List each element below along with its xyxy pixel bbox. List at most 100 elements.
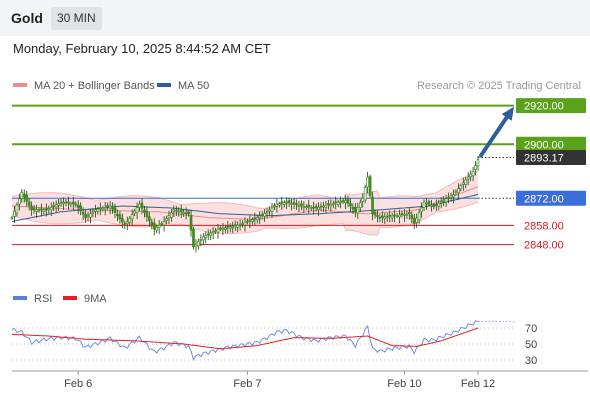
candle-body bbox=[422, 201, 426, 208]
candle-body bbox=[172, 209, 176, 212]
candle-body bbox=[282, 202, 286, 205]
level-badge-text: 2900.00 bbox=[524, 139, 564, 151]
forecast-arrow bbox=[479, 115, 509, 158]
candle-body bbox=[138, 203, 141, 208]
forecast-arrow-head bbox=[501, 106, 514, 121]
candle bbox=[383, 212, 387, 224]
candle bbox=[273, 203, 276, 211]
candle-body bbox=[371, 196, 374, 215]
candle bbox=[209, 229, 213, 241]
candle-body bbox=[194, 243, 198, 247]
candle bbox=[47, 205, 51, 214]
candle bbox=[221, 222, 225, 236]
candle bbox=[319, 202, 323, 212]
candle bbox=[277, 201, 281, 208]
level-label: 2858.00 bbox=[524, 220, 564, 232]
level-badge: 2900.00 bbox=[516, 136, 586, 152]
candle-body bbox=[417, 212, 421, 221]
candle bbox=[474, 161, 477, 176]
candle-body bbox=[152, 222, 156, 230]
candle-body bbox=[327, 203, 330, 206]
candle-body bbox=[59, 201, 63, 204]
candle bbox=[415, 213, 419, 229]
legend-9ma: 9MA bbox=[63, 293, 107, 305]
candle bbox=[398, 209, 401, 224]
timeframe-button[interactable]: 30 MIN bbox=[51, 7, 102, 30]
candle-body bbox=[49, 206, 53, 211]
candle bbox=[98, 202, 102, 216]
candle bbox=[366, 171, 369, 194]
candle bbox=[91, 208, 95, 218]
candle-body bbox=[457, 188, 460, 194]
candle-body bbox=[354, 206, 357, 213]
candle-body bbox=[32, 207, 36, 211]
candle-body bbox=[314, 206, 318, 209]
candle bbox=[449, 192, 453, 202]
instrument-title: Gold bbox=[11, 10, 43, 26]
candle bbox=[255, 214, 259, 224]
candle bbox=[35, 204, 38, 218]
candle bbox=[358, 199, 362, 212]
candle bbox=[94, 204, 97, 218]
candle bbox=[135, 202, 139, 220]
candle-body bbox=[270, 207, 274, 212]
candle-body bbox=[265, 211, 269, 214]
candle-body bbox=[86, 215, 90, 218]
candle bbox=[192, 226, 195, 250]
candle-body bbox=[255, 217, 259, 220]
candle bbox=[317, 202, 320, 216]
candle bbox=[20, 188, 24, 203]
candle bbox=[69, 201, 73, 208]
candle bbox=[152, 218, 156, 236]
candle-body bbox=[155, 226, 159, 231]
candle bbox=[439, 197, 443, 209]
candle-body bbox=[260, 214, 264, 217]
candle bbox=[241, 220, 244, 228]
candle-body bbox=[439, 201, 443, 204]
candle-body bbox=[388, 215, 392, 217]
candle bbox=[403, 209, 406, 222]
candle bbox=[442, 196, 446, 207]
candle-body bbox=[211, 231, 215, 234]
candle-body bbox=[89, 213, 92, 218]
candle-body bbox=[469, 173, 472, 177]
candle bbox=[302, 201, 306, 213]
candle-body bbox=[464, 179, 468, 185]
candle-body bbox=[233, 224, 237, 227]
candle-body bbox=[189, 215, 193, 231]
candle-body bbox=[432, 205, 436, 207]
candle-body bbox=[184, 212, 188, 214]
candle-body bbox=[228, 226, 232, 229]
candle-body bbox=[395, 215, 399, 217]
candle-body bbox=[106, 205, 110, 208]
rsi-tick-label: 50 bbox=[525, 339, 537, 351]
candle bbox=[84, 210, 87, 223]
candle-body bbox=[251, 219, 254, 223]
candle-body bbox=[317, 206, 320, 211]
candle bbox=[118, 210, 122, 224]
candle-body bbox=[162, 221, 166, 226]
candle bbox=[469, 170, 472, 182]
candle-body bbox=[177, 210, 181, 213]
rsi-ma-line bbox=[11, 327, 479, 350]
candle bbox=[312, 201, 316, 215]
candle-body bbox=[130, 214, 134, 220]
candle bbox=[292, 198, 296, 210]
candle-body bbox=[430, 204, 433, 207]
candle bbox=[346, 195, 350, 208]
candle-body bbox=[179, 209, 183, 213]
candle-body bbox=[241, 223, 244, 225]
candle-body bbox=[378, 216, 382, 219]
candle bbox=[59, 198, 63, 207]
candle bbox=[457, 183, 460, 200]
candle-body bbox=[461, 182, 465, 185]
candle-body bbox=[351, 206, 355, 210]
candle bbox=[434, 199, 438, 211]
candle bbox=[238, 219, 242, 231]
candle bbox=[179, 204, 183, 218]
candle-body bbox=[356, 206, 360, 214]
candle bbox=[214, 227, 217, 235]
candle-body bbox=[243, 222, 247, 226]
candle-body bbox=[57, 203, 60, 206]
candle-body bbox=[295, 203, 298, 206]
